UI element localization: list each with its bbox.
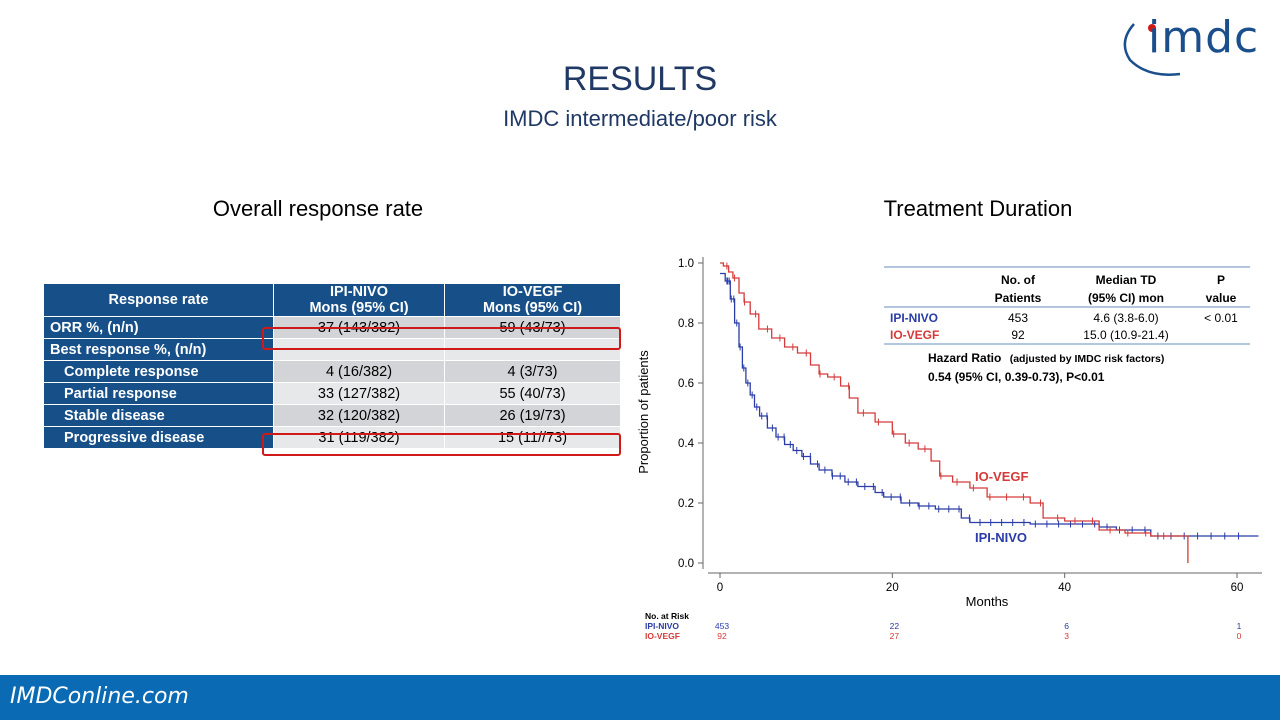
x-tick-label: 60	[1231, 582, 1244, 594]
cell-io: 15 (11//73)	[444, 426, 620, 449]
page-subtitle: IMDC intermediate/poor risk	[503, 106, 777, 131]
risk-value: 6	[1064, 621, 1069, 631]
cell-ipi: 32 (120/382)	[273, 404, 445, 427]
stats-col1-line2: Patients	[995, 291, 1042, 305]
risk-row-io-label: IO-VEGF	[645, 631, 680, 641]
footer-website: IMDConline.com	[10, 684, 189, 709]
orr-highlight-box	[262, 327, 621, 350]
risk-value: 27	[890, 631, 900, 641]
stats-col2-line2: (95% CI) mon	[1088, 291, 1164, 305]
cell-ipi: 31 (119/382)	[273, 426, 445, 449]
cell-io: 26 (19/73)	[444, 404, 620, 427]
risk-value: 3	[1064, 631, 1069, 641]
annotation-ipi-nivo: IPI-NIVO	[975, 530, 1027, 545]
stats-col3-line1: P	[1217, 273, 1225, 287]
response-section-title: Overall response rate	[212, 196, 424, 221]
table-row: Stable disease 32 (120/382) 26 (19/73)	[44, 404, 620, 427]
y-tick-label: 1.0	[678, 258, 694, 270]
hazard-ratio-label: Hazard Ratio (adjusted by IMDC risk fact…	[928, 351, 1164, 365]
y-tick-label: 0.0	[678, 558, 694, 570]
stats-n-ipi: 453	[1008, 311, 1028, 325]
imdc-logo-mark	[1123, 23, 1181, 76]
table-row: Partial response 33 (127/382) 55 (40/73)	[44, 382, 620, 405]
header-ipi-nivo: IPI-NIVO Mons (95% CI)	[273, 284, 445, 317]
x-tick-label: 0	[717, 582, 723, 594]
footer-bar: IMDConline.com	[0, 675, 1280, 720]
table-row: Complete response 4 (16/382) 4 (3/73)	[44, 360, 620, 383]
y-axis-label: Proportion of patients	[636, 350, 651, 474]
stats-n-io: 92	[1011, 328, 1025, 342]
header-ipi-nivo-name: IPI-NIVO	[329, 284, 388, 300]
duration-section-title: Treatment Duration	[883, 196, 1073, 221]
hazard-ratio-note: (adjusted by IMDC risk factors)	[1010, 353, 1165, 365]
stats-group-ipi: IPI-NIVO	[890, 311, 938, 325]
risk-value: 92	[717, 631, 727, 641]
hazard-ratio-value: 0.54 (95% CI, 0.39-0.73), P<0.01	[928, 370, 1105, 384]
stats-col1-line1: No. of	[1001, 273, 1036, 287]
y-tick-label: 0.6	[678, 378, 694, 390]
row-label: Partial response	[44, 382, 274, 405]
header-response-rate: Response rate	[44, 284, 274, 317]
row-label: Best response %, (n/n)	[44, 338, 274, 361]
risk-row-ipi-label: IPI-NIVO	[645, 621, 679, 631]
row-label: Progressive disease	[44, 426, 274, 449]
stats-group-io: IO-VEGF	[890, 328, 939, 342]
km-plot-area: 0.0 0.2 0.4 0.6 0.8 1.0 0 20 40 60 453 22 6 1 92 27 3 0	[678, 257, 1262, 641]
row-label: Stable disease	[44, 404, 274, 427]
stats-median-io: 15.0 (10.9-21.4)	[1083, 328, 1168, 342]
cell-ipi: 4 (16/382)	[273, 360, 445, 383]
risk-value: 453	[715, 621, 729, 631]
risk-table-title: No. at Risk	[645, 611, 689, 621]
cell-io: 4 (3/73)	[444, 360, 620, 383]
hazard-ratio-title: Hazard Ratio	[928, 351, 1001, 365]
stats-p-ipi: < 0.01	[1204, 311, 1238, 325]
stats-table: No. of Patients Median TD (95% CI) mon P…	[884, 266, 1250, 384]
risk-value: 0	[1237, 631, 1242, 641]
row-label: Complete response	[44, 360, 274, 383]
cell-ipi: 33 (127/382)	[273, 382, 445, 405]
header-io-vegf-name: IO-VEGF	[502, 284, 563, 300]
x-tick-label: 40	[1058, 582, 1071, 594]
risk-value: 22	[890, 621, 900, 631]
y-tick-label: 0.8	[678, 318, 694, 330]
y-tick-label: 0.4	[678, 438, 695, 450]
table-row: ORR %, (n/n) 37 (143/382) 59 (43/73)	[44, 316, 620, 339]
x-tick-label: 20	[886, 582, 899, 594]
header-ipi-nivo-ci: Mons (95% CI)	[309, 300, 409, 316]
risk-value: 1	[1237, 621, 1242, 631]
imdc-logo-text: imdc	[1148, 12, 1260, 63]
row-label: ORR %, (n/n)	[44, 316, 274, 339]
y-tick-label: 0.2	[678, 498, 694, 510]
x-axis-label: Months	[966, 594, 1009, 609]
header-io-vegf: IO-VEGF Mons (95% CI)	[444, 284, 620, 317]
stats-median-ipi: 4.6 (3.8-6.0)	[1093, 311, 1158, 325]
series-line-io-vegf	[720, 262, 1189, 563]
annotation-io-vegf: IO-VEGF	[975, 469, 1029, 484]
progressive-highlight-box	[262, 433, 621, 456]
cell-io: 55 (40/73)	[444, 382, 620, 405]
table-row: Progressive disease 31 (119/382) 15 (11/…	[44, 426, 620, 449]
page-title: RESULTS	[562, 60, 718, 98]
header-io-vegf-ci: Mons (95% CI)	[482, 300, 583, 316]
stats-col3-line2: value	[1206, 291, 1237, 305]
response-rate-table: Response rate IPI-NIVO Mons (95% CI) IO-…	[44, 284, 620, 449]
series-line-ipi-nivo	[720, 272, 1259, 537]
stats-col2-line1: Median TD	[1096, 273, 1157, 287]
